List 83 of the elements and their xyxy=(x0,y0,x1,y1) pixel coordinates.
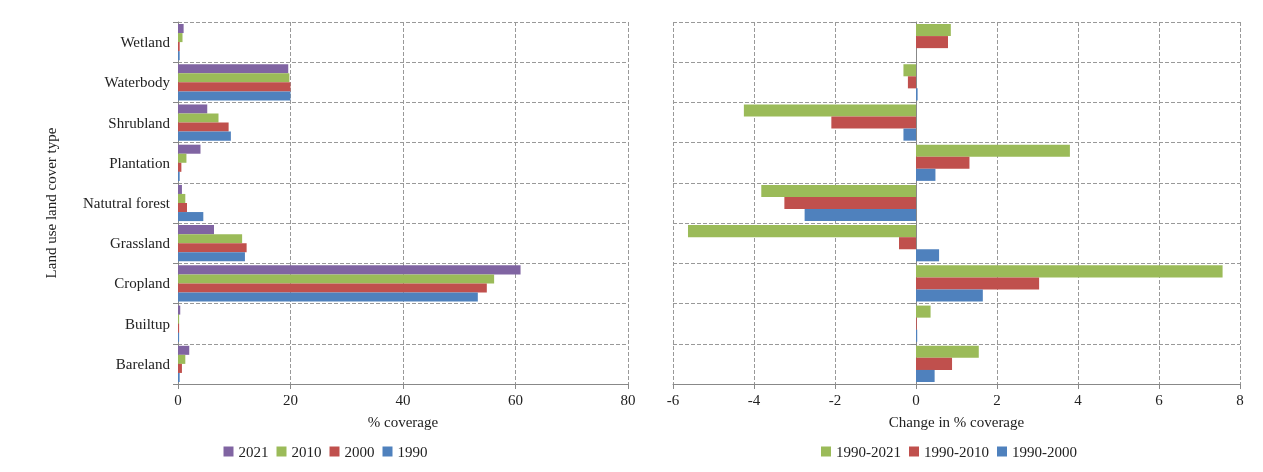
bar xyxy=(178,64,289,74)
bar xyxy=(178,363,182,373)
bar xyxy=(916,345,979,358)
bar xyxy=(178,104,208,114)
legend-label: 2000 xyxy=(344,443,375,460)
bar xyxy=(178,305,181,315)
bar xyxy=(903,64,916,77)
bar xyxy=(178,24,184,34)
bar xyxy=(784,196,916,210)
bar xyxy=(178,212,204,222)
legend-label: 1990-2000 xyxy=(1012,443,1077,460)
x-axis-title: % coverage xyxy=(367,413,439,430)
bar xyxy=(178,131,231,141)
bar xyxy=(916,249,940,262)
x-tick-label: 2 xyxy=(993,391,1001,408)
bar xyxy=(687,225,916,238)
bar xyxy=(178,354,186,364)
x-tick-label: 0 xyxy=(912,391,920,408)
y-tick-label: Shrubland xyxy=(108,114,171,131)
bar xyxy=(178,274,495,284)
bar xyxy=(178,234,243,244)
bar xyxy=(743,104,916,117)
bar xyxy=(178,91,291,101)
bar xyxy=(916,289,983,302)
y-tick-label: Bareland xyxy=(115,355,171,372)
bar xyxy=(916,305,931,318)
x-tick-label: 4 xyxy=(1074,391,1083,408)
x-tick-label: -4 xyxy=(747,391,761,408)
legend-label: 2021 xyxy=(238,443,269,460)
x-tick-label: 20 xyxy=(283,391,298,408)
bar xyxy=(916,24,951,37)
legend-label: 1990-2010 xyxy=(924,443,989,460)
y-tick-label: Plantation xyxy=(109,154,171,171)
bar xyxy=(916,168,936,181)
bar xyxy=(178,193,186,203)
bar xyxy=(903,128,916,141)
bar xyxy=(178,33,183,43)
y-axis-title: Land use land cover type xyxy=(42,127,59,279)
bar xyxy=(178,203,187,213)
bar xyxy=(916,144,1070,157)
bar xyxy=(178,153,187,163)
legend-label: 1990 xyxy=(397,443,428,460)
legend-label: 2010 xyxy=(291,443,322,460)
x-tick-label: 40 xyxy=(395,391,411,408)
bar xyxy=(178,225,214,235)
bar xyxy=(178,73,290,83)
bar xyxy=(916,156,970,169)
y-tick-label: Builtup xyxy=(124,315,170,332)
y-tick-label: Waterbody xyxy=(104,74,171,91)
bar xyxy=(178,283,487,293)
x-tick-label: 0 xyxy=(174,391,182,408)
bar xyxy=(916,369,935,382)
bar xyxy=(178,144,201,154)
bar xyxy=(178,122,229,132)
x-tick-label: 80 xyxy=(620,391,636,408)
bar xyxy=(907,76,916,89)
y-tick-label: Grassland xyxy=(110,235,171,252)
bar xyxy=(178,113,219,123)
bar xyxy=(178,184,182,194)
x-tick-label: 6 xyxy=(1155,391,1164,408)
bar xyxy=(178,345,190,355)
x-tick-label: 8 xyxy=(1236,391,1244,408)
bar xyxy=(178,82,291,92)
bar xyxy=(916,357,953,370)
bar xyxy=(916,265,1223,278)
x-tick-label: -6 xyxy=(666,391,680,408)
bar xyxy=(831,116,916,129)
y-tick-label: Wetland xyxy=(120,34,171,51)
bar xyxy=(178,243,247,253)
bar xyxy=(916,36,948,49)
x-axis-title: Change in % coverage xyxy=(888,413,1025,430)
x-tick-label: 60 xyxy=(508,391,523,408)
legend-label: 1990-2021 xyxy=(836,443,902,460)
bar xyxy=(178,292,478,302)
bar xyxy=(804,209,916,222)
bar xyxy=(898,237,916,250)
bar xyxy=(178,265,521,275)
bar xyxy=(761,184,916,197)
bar xyxy=(916,277,1040,290)
y-tick-label: Cropland xyxy=(114,275,171,292)
bar xyxy=(178,252,245,262)
x-tick-label: -2 xyxy=(828,391,842,408)
y-tick-label: Natutral forest xyxy=(82,195,171,211)
